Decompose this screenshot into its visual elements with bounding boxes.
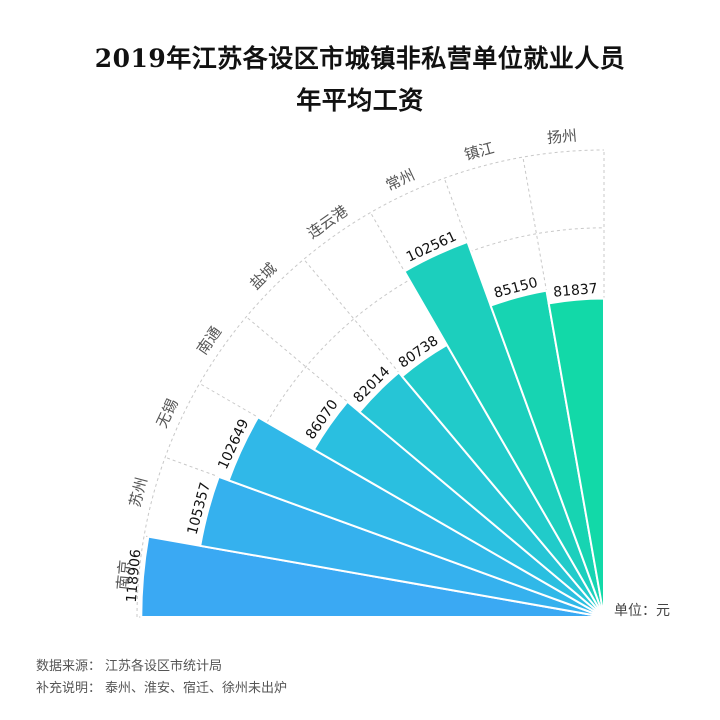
- bar-sector-苏州: [199, 475, 605, 618]
- value-label: 118906: [124, 548, 145, 603]
- bar-sector-镇江: [489, 289, 605, 618]
- grid-arc: [136, 149, 605, 618]
- chart-bars: [140, 240, 610, 623]
- bar-sector-扬州: [547, 297, 605, 618]
- data-source-row: 数据来源： 江苏各设区市统计局: [36, 656, 287, 678]
- data-source-label: 数据来源：: [36, 659, 102, 674]
- unit-label: 单位：元: [614, 603, 670, 619]
- supplementary-note-label: 补充说明：: [36, 681, 102, 696]
- bar-sector-南通: [312, 400, 605, 618]
- category-label: 扬州: [546, 127, 577, 148]
- bar-sector-常州: [403, 240, 605, 618]
- category-label: 南通: [193, 323, 225, 358]
- category-label: 常州: [383, 166, 418, 195]
- chart-title-line-2: 年平均工资: [296, 86, 424, 115]
- category-label: 苏州: [126, 475, 151, 509]
- category-label: 连云港: [304, 202, 351, 243]
- chart-title-line-1: 2019年江苏各设区市城镇非私营单位就业人员: [94, 44, 626, 73]
- chart-title: 2019年江苏各设区市城镇非私营单位就业人员 年平均工资: [0, 38, 720, 122]
- value-label: 81837: [553, 281, 599, 301]
- supplementary-note-row: 补充说明： 泰州、淮安、宿迁、徐州未出炉: [36, 678, 287, 700]
- bar-sector-无锡: [227, 416, 605, 618]
- category-label: 无锡: [153, 396, 182, 431]
- category-label: 镇江: [462, 139, 496, 164]
- chart-origin-hub: [598, 611, 610, 623]
- footer-notes: 数据来源： 江苏各设区市统计局 补充说明： 泰州、淮安、宿迁、徐州未出炉: [36, 656, 287, 700]
- category-label: 盐城: [246, 259, 280, 293]
- category-label: 南京: [114, 559, 135, 590]
- bar-sector-盐城: [358, 371, 605, 618]
- data-source-value: 江苏各设区市统计局: [105, 659, 223, 674]
- supplementary-note-value: 泰州、淮安、宿迁、徐州未出炉: [105, 681, 288, 696]
